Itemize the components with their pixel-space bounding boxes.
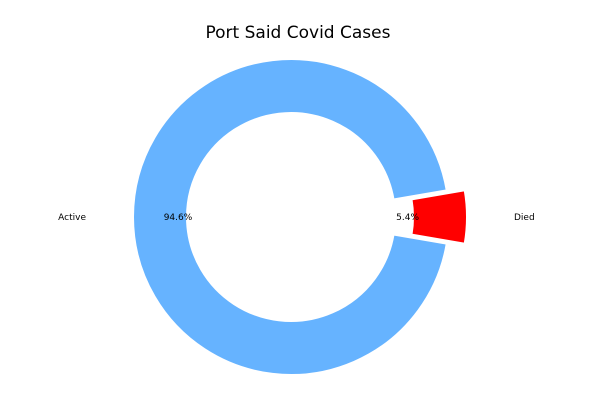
chart-title: Port Said Covid Cases	[206, 23, 391, 43]
slice-died	[412, 190, 467, 243]
slice-label-died: Died	[514, 213, 535, 223]
slice-label-active: Active	[58, 213, 86, 223]
slice-pct-died: 5.4%	[396, 213, 419, 223]
slice-pct-active: 94.6%	[164, 213, 193, 223]
